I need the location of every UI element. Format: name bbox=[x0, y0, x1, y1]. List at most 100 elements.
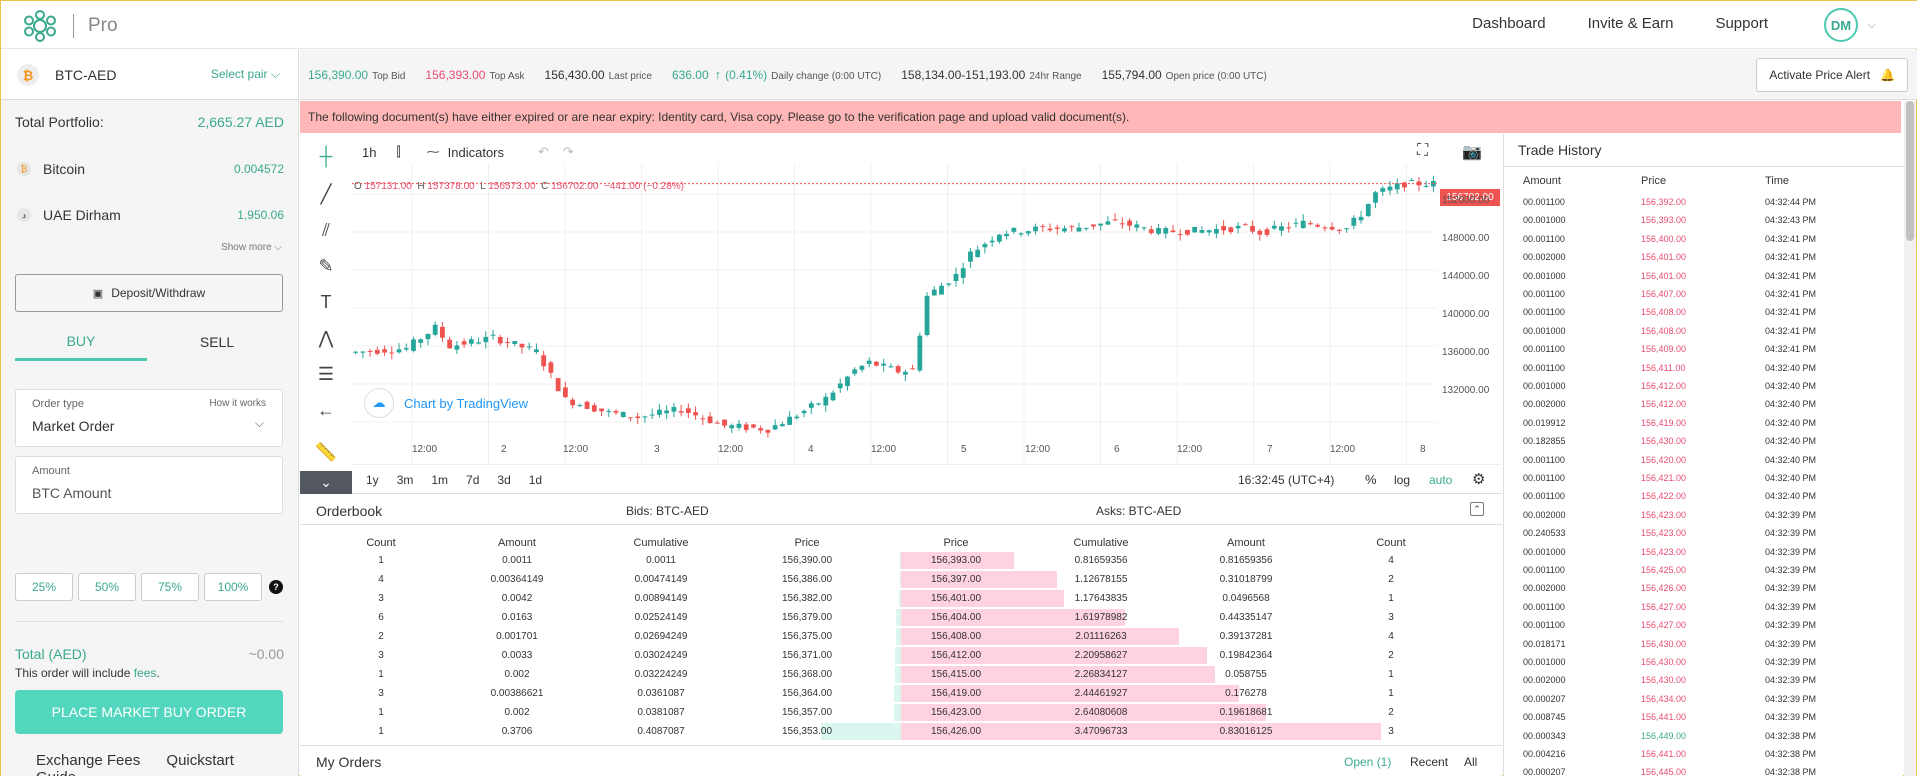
auto-toggle[interactable]: auto bbox=[1429, 473, 1453, 487]
asset-row[interactable]: د UAE Dirham 1,950.06 bbox=[1, 192, 298, 238]
candle bbox=[729, 425, 735, 429]
candle bbox=[917, 335, 923, 371]
ruler-icon[interactable]: 📏 bbox=[314, 441, 338, 462]
trade-time: 04:32:41 PM bbox=[1765, 252, 1817, 263]
avatar[interactable]: DM bbox=[1824, 8, 1858, 42]
fullscreen-icon[interactable]: ⛶ bbox=[1417, 142, 1429, 159]
indicators-icon[interactable]: ⁓ bbox=[426, 144, 440, 159]
forecast-icon[interactable]: ☰ bbox=[317, 363, 335, 384]
orderbook-row[interactable]: 1 0.0011 0.0011 156,390.00 156,393.00 0.81659… bbox=[300, 551, 1502, 570]
tab-buy[interactable]: BUY bbox=[15, 323, 147, 361]
fees-link[interactable]: fees bbox=[133, 666, 157, 680]
show-more-link[interactable]: Show more ⌵ bbox=[221, 242, 282, 253]
candle bbox=[1373, 192, 1378, 203]
trendline-icon[interactable]: ╱ bbox=[320, 183, 332, 204]
orderbook-row[interactable]: 2 0.001701 0.02694249 156,375.00 156,408.00 2… bbox=[300, 627, 1502, 646]
brand[interactable]: Pro bbox=[23, 9, 118, 43]
my-orders-open-tab[interactable]: Open (1) bbox=[1344, 755, 1392, 769]
candle bbox=[1004, 233, 1010, 237]
candle bbox=[801, 410, 807, 414]
price-alert-button[interactable]: Activate Price Alert 🔔 bbox=[1756, 58, 1908, 92]
redo-icon[interactable]: ↷ bbox=[562, 144, 574, 159]
tab-sell[interactable]: SELL bbox=[199, 334, 235, 350]
nav-dashboard[interactable]: Dashboard bbox=[1472, 15, 1546, 32]
range-1y[interactable]: 1y bbox=[366, 473, 379, 487]
how-it-works-link[interactable]: How it works bbox=[209, 398, 266, 409]
candles-plot[interactable] bbox=[352, 164, 1437, 464]
log-toggle[interactable]: log bbox=[1394, 473, 1411, 487]
indicators-button[interactable]: Indicators bbox=[447, 144, 505, 160]
orderbook-row[interactable]: 6 0.0163 0.02524149 156,379.00 156,404.00 1.6… bbox=[300, 608, 1502, 627]
gear-icon[interactable]: ⚙ bbox=[1472, 471, 1486, 488]
my-orders-all-tab[interactable]: All bbox=[1464, 755, 1478, 769]
select-pair-button[interactable]: Select pair ⌵ bbox=[210, 67, 280, 81]
back-arrow-icon[interactable]: ← bbox=[317, 399, 335, 420]
range-7d[interactable]: 7d bbox=[466, 473, 480, 487]
scrollbar-thumb[interactable] bbox=[1906, 101, 1914, 241]
crosshair-icon[interactable]: ┼ bbox=[319, 145, 333, 166]
pct-25-button[interactable]: 25% bbox=[15, 573, 73, 601]
orderbook-row[interactable]: 3 0.00386621 0.0361087 156,364.00 156,419.00… bbox=[300, 684, 1502, 703]
x-tick-label: 3 bbox=[654, 444, 660, 455]
candles-icon[interactable]: ⫿ bbox=[396, 144, 401, 159]
range-3d[interactable]: 3d bbox=[497, 473, 511, 487]
place-order-button[interactable]: PLACE MARKET BUY ORDER bbox=[15, 690, 283, 734]
pattern-icon[interactable]: ⋀ bbox=[318, 327, 334, 348]
deposit-withdraw-button[interactable]: ▣ Deposit/Withdraw bbox=[15, 274, 283, 312]
candle bbox=[562, 387, 568, 398]
chart-bottom-bar: 1y 3m 1m 7d 3d 1d 16:32:45 (UTC+4) % log auto… bbox=[352, 464, 1502, 494]
orderbook-row[interactable]: 3 0.0042 0.00894149 156,382.00 156,401.00 1.1… bbox=[300, 589, 1502, 608]
candle bbox=[1416, 181, 1422, 186]
tradingview-link[interactable]: ☁ Chart by TradingView bbox=[364, 388, 528, 418]
asset-row[interactable]: ₿ Bitcoin 0.004572 bbox=[1, 146, 298, 192]
pct-100-button[interactable]: 100% bbox=[204, 573, 262, 601]
order-type-select[interactable]: Order type How it works Market Order ⌵ bbox=[15, 389, 283, 447]
range-1d[interactable]: 1d bbox=[528, 473, 543, 487]
camera-icon[interactable]: 📷 bbox=[1462, 144, 1482, 161]
collapse-icon[interactable]: ⌃ bbox=[1470, 502, 1484, 516]
orderbook-row[interactable]: 1 0.002 0.0381087 156,357.00 156,423.00 2.640… bbox=[300, 703, 1502, 722]
trade-row: 00.008745 156,441.00 04:32:39 PM bbox=[1504, 709, 1904, 727]
trade-time: 04:32:40 PM bbox=[1765, 473, 1817, 483]
trade-price: 156,422.00 bbox=[1641, 491, 1687, 502]
ask-count: 1 bbox=[1388, 669, 1394, 680]
amount-field[interactable]: Amount BTC Amount bbox=[15, 456, 283, 514]
collapse-toolbar-icon[interactable]: ⌄ bbox=[300, 471, 352, 494]
trade-time: 04:32:39 PM bbox=[1765, 638, 1817, 649]
candle bbox=[382, 349, 387, 353]
trade-time: 04:32:41 PM bbox=[1765, 289, 1817, 299]
range-3m[interactable]: 3m bbox=[396, 473, 414, 487]
orderbook-row[interactable]: 1 0.3706 0.4087087 156,353.00 156,426.00 3.47… bbox=[300, 722, 1502, 741]
help-icon[interactable]: ? bbox=[269, 580, 283, 594]
candle bbox=[1033, 226, 1038, 232]
candle bbox=[1062, 228, 1067, 232]
pct-75-button[interactable]: 75% bbox=[141, 573, 199, 601]
candle bbox=[852, 369, 858, 374]
candle bbox=[830, 392, 836, 401]
fib-icon[interactable]: ⫽ bbox=[321, 219, 331, 240]
text-icon[interactable]: T bbox=[320, 291, 332, 312]
candle bbox=[837, 383, 843, 389]
nav-support[interactable]: Support bbox=[1715, 15, 1768, 32]
trade-row: 00.001100 156,427.00 04:32:39 PM bbox=[1504, 599, 1904, 617]
nav-invite[interactable]: Invite & Earn bbox=[1587, 15, 1674, 32]
percent-toggle[interactable]: % bbox=[1365, 472, 1377, 487]
col-price: Price bbox=[794, 537, 820, 549]
undo-icon[interactable]: ↶ bbox=[538, 144, 549, 159]
quickstart-link[interactable]: Quickstart Guide bbox=[36, 752, 234, 776]
orderbook-row[interactable]: 3 0.0033 0.03024249 156,371.00 156,412.00 2.2… bbox=[300, 646, 1502, 665]
candle bbox=[1336, 229, 1342, 231]
chevron-down-icon[interactable]: ⌵ bbox=[1867, 19, 1876, 31]
pct-50-button[interactable]: 50% bbox=[78, 573, 136, 601]
exchange-fees-link[interactable]: Exchange Fees bbox=[36, 752, 141, 769]
candle bbox=[808, 403, 814, 408]
page-scrollbar[interactable] bbox=[1904, 101, 1916, 776]
amount-placeholder: BTC Amount bbox=[32, 485, 112, 501]
orderbook-row[interactable]: 1 0.002 0.03224249 156,368.00 156,415.00 2.26… bbox=[300, 665, 1502, 684]
brush-icon[interactable]: ✎ bbox=[318, 255, 334, 276]
interval-button[interactable]: 1h bbox=[362, 144, 377, 160]
range-1m[interactable]: 1m bbox=[431, 473, 449, 487]
pair-name: BTC-AED bbox=[55, 67, 117, 83]
orderbook-row[interactable]: 4 0.00364149 0.00474149 156,386.00 156,397.0… bbox=[300, 570, 1502, 589]
my-orders-recent-tab[interactable]: Recent bbox=[1410, 755, 1449, 769]
